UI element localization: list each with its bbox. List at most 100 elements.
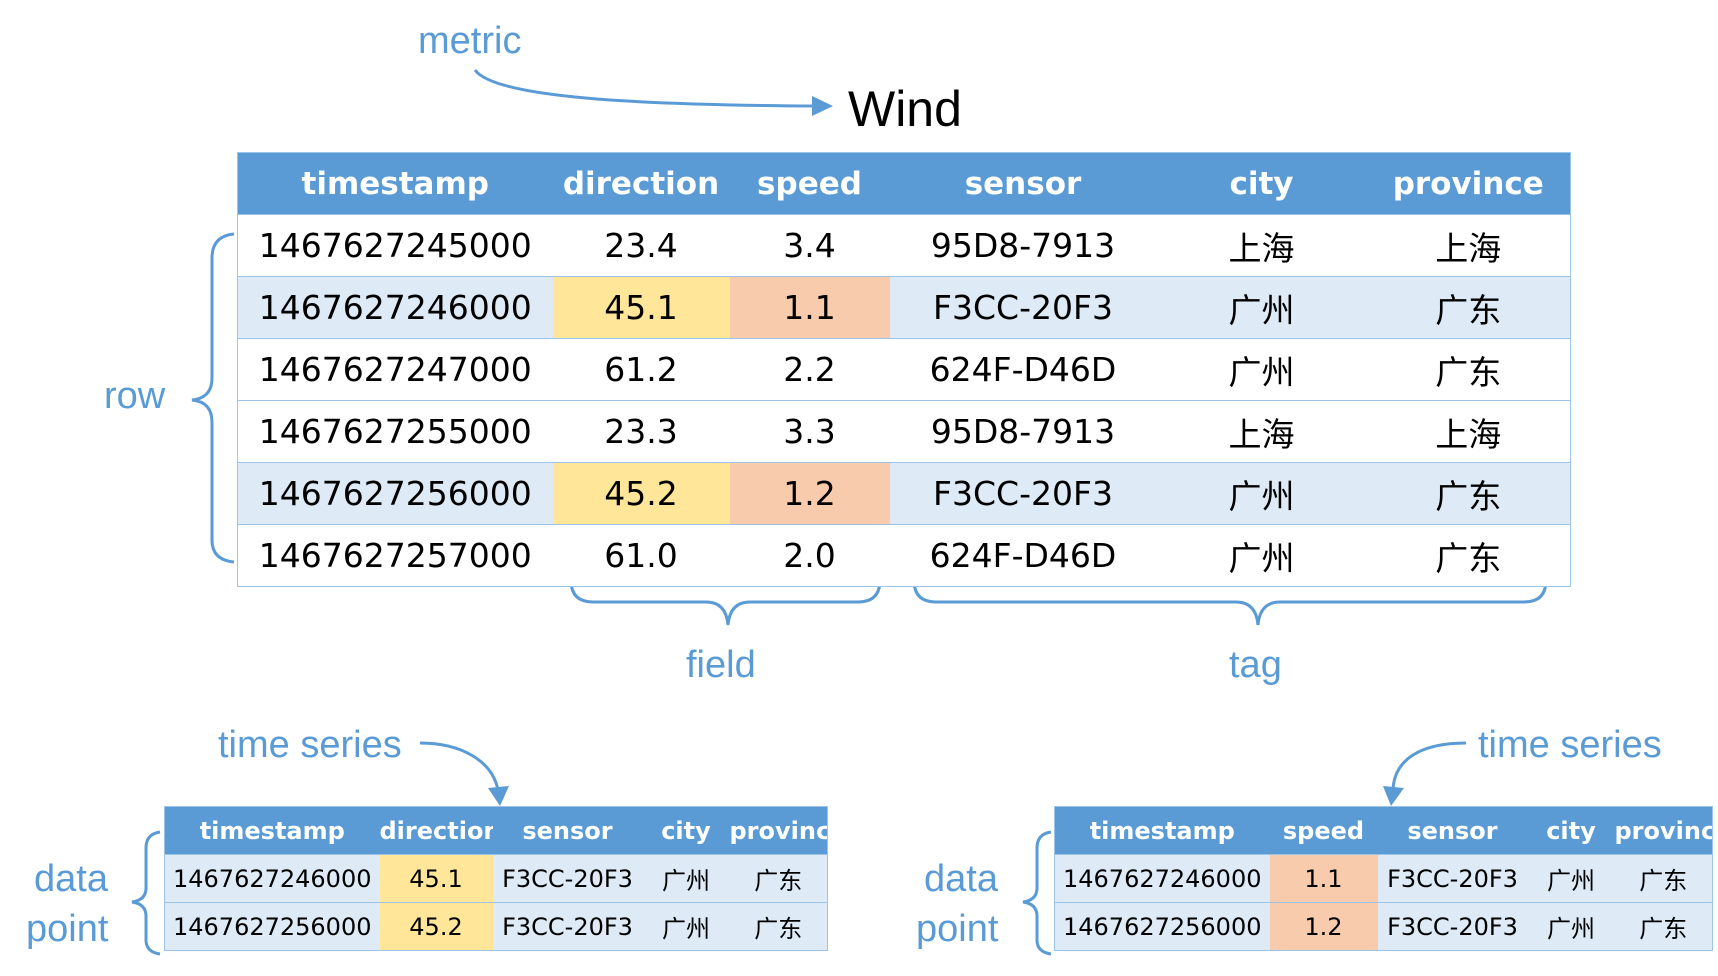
header-speed: speed — [1269, 806, 1378, 855]
header-direction: direction — [552, 152, 730, 215]
table-row: 1467627247000 61.2 2.2 624F-D46D 广州 广东 — [237, 338, 1571, 401]
header-province: province — [729, 806, 828, 855]
cell-province: 广东 — [1614, 902, 1713, 951]
cell-direction: 61.0 — [552, 524, 730, 587]
time-series-label-left: time series — [218, 724, 402, 766]
cell-city: 上海 — [1156, 400, 1367, 463]
cell-timestamp: 1467627255000 — [237, 400, 553, 463]
data-label-left: data — [34, 858, 108, 900]
header-sensor: sensor — [889, 152, 1157, 215]
cell-sensor: F3CC-20F3 — [492, 902, 643, 951]
cell-timestamp: 1467627246000 — [1054, 854, 1270, 903]
table-row: 1467627256000 45.2 1.2 F3CC-20F3 广州 广东 — [237, 462, 1571, 525]
cell-timestamp: 1467627246000 — [164, 854, 380, 903]
row-label: row — [104, 375, 166, 417]
header-city: city — [642, 806, 730, 855]
cell-speed: 2.2 — [729, 338, 890, 401]
cell-timestamp: 1467627257000 — [237, 524, 553, 587]
time-series-right-arrow — [1391, 741, 1467, 791]
tag-brace — [912, 579, 1548, 626]
header-timestamp: timestamp — [164, 806, 380, 855]
table-row: 1467627246000 45.1 F3CC-20F3 广州 广东 — [164, 854, 828, 903]
header-city: city — [1156, 152, 1367, 215]
cell-speed-highlighted: 1.1 — [1269, 854, 1378, 903]
table-row: 1467627245000 23.4 3.4 95D8-7913 上海 上海 — [237, 214, 1571, 277]
cell-sensor: 95D8-7913 — [889, 400, 1157, 463]
data-point-brace-right — [1022, 830, 1052, 956]
cell-city: 广州 — [1527, 902, 1615, 951]
metric-name: Wind — [848, 81, 962, 137]
cell-province: 广东 — [1366, 524, 1571, 587]
cell-speed: 3.4 — [729, 214, 890, 277]
cell-city: 广州 — [642, 902, 730, 951]
table-row: 1467627257000 61.0 2.0 624F-D46D 广州 广东 — [237, 524, 1571, 587]
table-header-row: timestamp direction speed sensor city pr… — [237, 152, 1571, 215]
header-sensor: sensor — [492, 806, 643, 855]
table-row: 1467627246000 45.1 1.1 F3CC-20F3 广州 广东 — [237, 276, 1571, 339]
time-series-label-right: time series — [1478, 724, 1662, 766]
header-speed: speed — [729, 152, 890, 215]
cell-direction: 23.4 — [552, 214, 730, 277]
cell-city: 上海 — [1156, 214, 1367, 277]
metric-arrowhead — [812, 96, 833, 116]
header-timestamp: timestamp — [237, 152, 553, 215]
cell-province: 广东 — [1366, 338, 1571, 401]
cell-province: 广东 — [1614, 854, 1713, 903]
cell-city: 广州 — [642, 854, 730, 903]
cell-city: 广州 — [1156, 276, 1367, 339]
cell-speed: 2.0 — [729, 524, 890, 587]
cell-city: 广州 — [1156, 338, 1367, 401]
cell-sensor: F3CC-20F3 — [1377, 902, 1528, 951]
table-row: 1467627256000 1.2 F3CC-20F3 广州 广东 — [1054, 902, 1713, 951]
cell-sensor: 624F-D46D — [889, 524, 1157, 587]
tag-label: tag — [1229, 644, 1282, 686]
header-direction: direction — [379, 806, 493, 855]
cell-province: 上海 — [1366, 400, 1571, 463]
cell-speed-highlighted: 1.1 — [729, 276, 890, 339]
cell-direction-highlighted: 45.2 — [379, 902, 493, 951]
cell-direction: 61.2 — [552, 338, 730, 401]
cell-speed-highlighted: 1.2 — [729, 462, 890, 525]
cell-direction-highlighted: 45.2 — [552, 462, 730, 525]
cell-direction-highlighted: 45.1 — [379, 854, 493, 903]
cell-city: 广州 — [1156, 524, 1367, 587]
table-row: 1467627255000 23.3 3.3 95D8-7913 上海 上海 — [237, 400, 1571, 463]
cell-province: 广东 — [729, 902, 828, 951]
table-header-row: timestamp speed sensor city province — [1054, 806, 1713, 855]
cell-sensor: F3CC-20F3 — [1377, 854, 1528, 903]
point-label-left: point — [26, 908, 109, 950]
cell-city: 广州 — [1527, 854, 1615, 903]
cell-timestamp: 1467627256000 — [164, 902, 380, 951]
cell-timestamp: 1467627246000 — [237, 276, 553, 339]
cell-province: 广东 — [1366, 462, 1571, 525]
cell-direction: 23.3 — [552, 400, 730, 463]
header-city: city — [1527, 806, 1615, 855]
table-row: 1467627256000 45.2 F3CC-20F3 广州 广东 — [164, 902, 828, 951]
cell-province: 广东 — [729, 854, 828, 903]
row-brace — [191, 232, 235, 564]
metric-label: metric — [418, 20, 522, 62]
table-row: 1467627246000 1.1 F3CC-20F3 广州 广东 — [1054, 854, 1713, 903]
data-label-right: data — [924, 858, 998, 900]
cell-speed: 3.3 — [729, 400, 890, 463]
header-province: province — [1614, 806, 1713, 855]
cell-sensor: F3CC-20F3 — [889, 276, 1157, 339]
wind-data-table: timestamp direction speed sensor city pr… — [237, 152, 1571, 587]
data-point-brace-left — [131, 830, 161, 956]
field-brace — [569, 579, 882, 626]
cell-sensor: F3CC-20F3 — [889, 462, 1157, 525]
cell-timestamp: 1467627247000 — [237, 338, 553, 401]
time-series-table-speed: timestamp speed sensor city province 146… — [1054, 806, 1713, 951]
field-label: field — [686, 644, 756, 686]
cell-speed-highlighted: 1.2 — [1269, 902, 1378, 951]
metric-arrow — [473, 69, 816, 108]
cell-timestamp: 1467627256000 — [237, 462, 553, 525]
time-series-left-arrow — [419, 741, 500, 791]
cell-city: 广州 — [1156, 462, 1367, 525]
cell-direction-highlighted: 45.1 — [552, 276, 730, 339]
point-label-right: point — [916, 908, 999, 950]
cell-province: 广东 — [1366, 276, 1571, 339]
time-series-left-arrowhead — [488, 786, 509, 806]
header-province: province — [1366, 152, 1571, 215]
